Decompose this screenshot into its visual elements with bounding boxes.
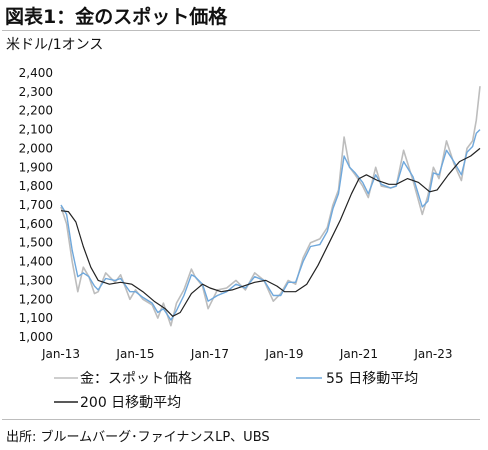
x-tick-label: Jan-15 [115,347,154,361]
legend-label-ma55: 55 日移動平均 [326,371,418,387]
y-tick-label: 1,900 [19,160,53,174]
x-axis-ticks: Jan-13 Jan-15 Jan-17 Jan-19 Jan-21 Jan-23 [41,347,453,361]
series-lines [60,86,481,327]
series-line-ma55 [60,129,481,321]
y-tick-label: 1,800 [19,179,53,193]
title-divider [2,30,480,31]
legend-label-spot: 金：スポット価格 [80,371,192,387]
y-tick-label: 2,300 [19,85,53,99]
series-line-ma200 [60,147,481,317]
legend: 金：スポット価格 55 日移動平均 200 日移動平均 [54,371,418,411]
y-tick-label: 2,400 [19,66,53,80]
source-divider [2,419,480,420]
y-tick-label: 1,400 [19,255,53,269]
y-tick-label: 1,500 [19,236,53,250]
x-tick-label: Jan-23 [413,347,452,361]
x-tick-label: Jan-19 [264,347,303,361]
y-tick-label: 2,100 [19,123,53,137]
y-tick-label: 2,200 [19,104,53,118]
y-tick-label: 1,700 [19,198,53,212]
source-note: 出所: ブルームバーグ･ファイナンスLP、UBS [6,430,270,445]
y-axis-ticks: 1,000 1,100 1,200 1,300 1,400 1,500 1,600 1,700… [19,66,53,344]
page-title: 図表1：金のスポット価格 [5,6,228,28]
series-line-spot [60,86,481,327]
y-tick-label: 1,300 [19,273,53,287]
gold-price-chart: 1,000 1,100 1,200 1,300 1,400 1,500 1,600 1,700… [19,66,481,411]
y-tick-label: 1,100 [19,311,53,325]
x-tick-label: Jan-17 [190,347,229,361]
y-tick-label: 1,600 [19,217,53,231]
y-tick-label: 1,000 [19,330,53,344]
y-tick-label: 1,200 [19,292,53,306]
x-tick-label: Jan-21 [339,347,378,361]
y-tick-label: 2,000 [19,141,53,155]
legend-label-ma200: 200 日移動平均 [80,395,181,411]
x-tick-label: Jan-13 [41,347,80,361]
y-axis-unit-label: 米ドル/1オンス [6,37,104,53]
